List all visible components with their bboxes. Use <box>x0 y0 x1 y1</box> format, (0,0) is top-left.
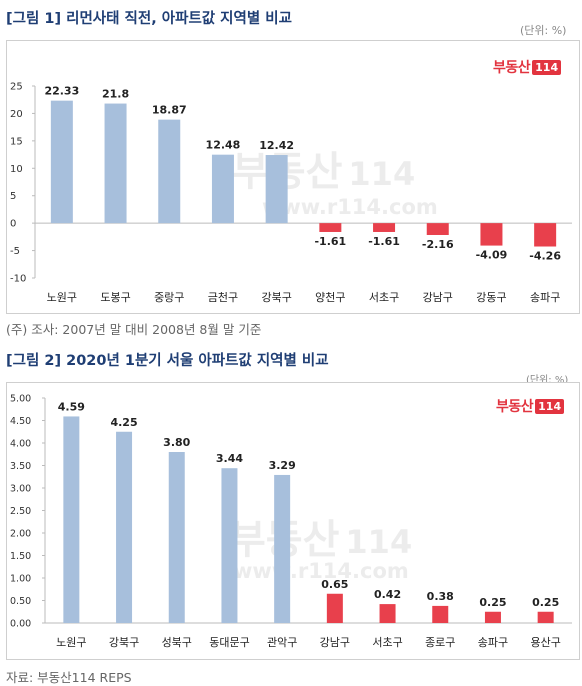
y-tick-label: 5 <box>10 191 16 202</box>
y-tick-label: 15 <box>10 136 23 147</box>
bar <box>265 155 288 224</box>
bar <box>274 474 291 623</box>
x-tick-label: 강남구 <box>320 636 350 649</box>
bar <box>379 604 396 623</box>
chart2-source: 자료: 부동산114 REPS <box>6 670 132 685</box>
data-label: 0.25 <box>532 596 559 609</box>
y-tick-label: 5.00 <box>10 394 31 405</box>
x-tick-label: 도봉구 <box>100 291 130 304</box>
x-tick-label: 노원구 <box>56 636 86 649</box>
bar <box>480 223 503 246</box>
y-tick-label: -10 <box>10 274 26 285</box>
bar <box>211 154 234 224</box>
x-tick-label: 서초구 <box>369 291 399 304</box>
x-tick-label: 중랑구 <box>154 291 184 304</box>
chart1-watermark-url: www.r114.com <box>262 195 438 219</box>
chart1-title: [그림 1] 리먼사태 직전, 아파트값 지역별 비교 <box>6 11 292 27</box>
data-label: 4.59 <box>58 400 85 413</box>
data-label: 3.29 <box>269 459 296 472</box>
bar <box>426 223 449 235</box>
data-label: 22.33 <box>44 85 79 98</box>
x-tick-label: 관악구 <box>267 636 297 649</box>
x-tick-label: 용산구 <box>530 636 560 649</box>
y-tick-label: 3.00 <box>10 484 31 495</box>
y-tick-label: 25 <box>10 82 23 93</box>
chart1-svg: 25 20 15 10 5 0 -5 -10 22.33 노원구 21.8 도봉구 18.87 중랑구 12… <box>10 82 572 304</box>
y-tick-label: 1.00 <box>10 574 31 585</box>
chart1-unit: (단위: %) <box>520 24 567 37</box>
x-tick-label: 강동구 <box>476 291 506 304</box>
data-label: 0.38 <box>427 590 454 603</box>
data-label: 0.25 <box>479 596 506 609</box>
bar <box>158 119 181 224</box>
data-label: 18.87 <box>152 104 187 117</box>
x-tick-label: 강북구 <box>109 636 139 649</box>
bar <box>432 605 449 623</box>
y-tick-label: 2.50 <box>10 506 31 517</box>
y-tick-label: 10 <box>10 164 23 175</box>
bar <box>104 103 127 224</box>
data-label: 12.42 <box>259 139 294 152</box>
y-tick-label: 4.00 <box>10 439 31 450</box>
bar <box>319 223 342 232</box>
y-tick-label: 2.00 <box>10 529 31 540</box>
y-tick-label: 0 <box>10 219 16 230</box>
x-tick-label: 종로구 <box>425 636 455 649</box>
bar <box>534 223 557 247</box>
x-tick-label: 동대문구 <box>209 636 249 649</box>
x-tick-label: 강남구 <box>423 291 453 304</box>
bar <box>373 223 396 232</box>
chart2-title: [그림 2] 2020년 1분기 서울 아파트값 지역별 비교 <box>6 353 329 369</box>
bar <box>168 452 185 623</box>
x-tick-label: 노원구 <box>47 291 77 304</box>
bar <box>63 416 80 623</box>
data-label: -2.16 <box>422 238 454 251</box>
y-tick-label: 20 <box>10 109 23 120</box>
chart1-note: (주) 조사: 2007년 말 대비 2008년 8월 말 기준 <box>6 322 262 337</box>
data-label: 21.8 <box>102 88 129 101</box>
chart2-watermark-url: www.r114.com <box>233 559 409 583</box>
bar <box>484 611 501 623</box>
y-tick-label: 0.00 <box>10 619 31 630</box>
x-tick-label: 송파구 <box>530 291 560 304</box>
bar <box>326 593 343 623</box>
y-tick-label: 1.50 <box>10 551 31 562</box>
data-label: 4.25 <box>110 416 137 429</box>
x-tick-label: 강북구 <box>261 291 291 304</box>
bar <box>537 611 554 623</box>
chart2-panel: 부동산114 www.r114.com 부동산114 5.004.504.003… <box>6 382 580 660</box>
chart2-unit: (단위: %) <box>526 375 569 386</box>
bar <box>116 431 133 623</box>
data-label: 0.42 <box>374 588 401 601</box>
data-label: -4.09 <box>476 249 508 262</box>
x-tick-label: 금천구 <box>208 290 238 304</box>
x-tick-label: 송파구 <box>478 636 508 649</box>
bar <box>221 468 238 623</box>
chart2-svg: 5.00 4.50 4.00 3.50 3.00 2.50 2.00 1.50 1.00 0.50… <box>10 394 572 649</box>
chart1-panel: 부동산114 www.r114.com 부동산114 2520151050-5-… <box>6 40 580 314</box>
bar <box>50 100 73 224</box>
data-label: 3.80 <box>163 436 190 449</box>
data-label: -1.61 <box>314 235 346 248</box>
data-label: 0.65 <box>321 578 348 591</box>
y-tick-label: 0.50 <box>10 596 31 607</box>
data-label: -4.26 <box>529 250 561 263</box>
data-label: 3.44 <box>216 452 243 465</box>
y-tick-label: 4.50 <box>10 416 31 427</box>
data-label: 12.48 <box>206 139 241 152</box>
x-tick-label: 서초구 <box>372 636 402 649</box>
y-tick-label: 3.50 <box>10 461 31 472</box>
data-label: -1.61 <box>368 235 400 248</box>
chart1-logo: 부동산 114 <box>493 58 562 76</box>
y-tick-label: -5 <box>10 246 20 257</box>
x-tick-label: 양천구 <box>315 290 345 304</box>
x-tick-label: 성북구 <box>162 636 192 649</box>
chart2-logo: 부동산 114 <box>496 397 565 415</box>
